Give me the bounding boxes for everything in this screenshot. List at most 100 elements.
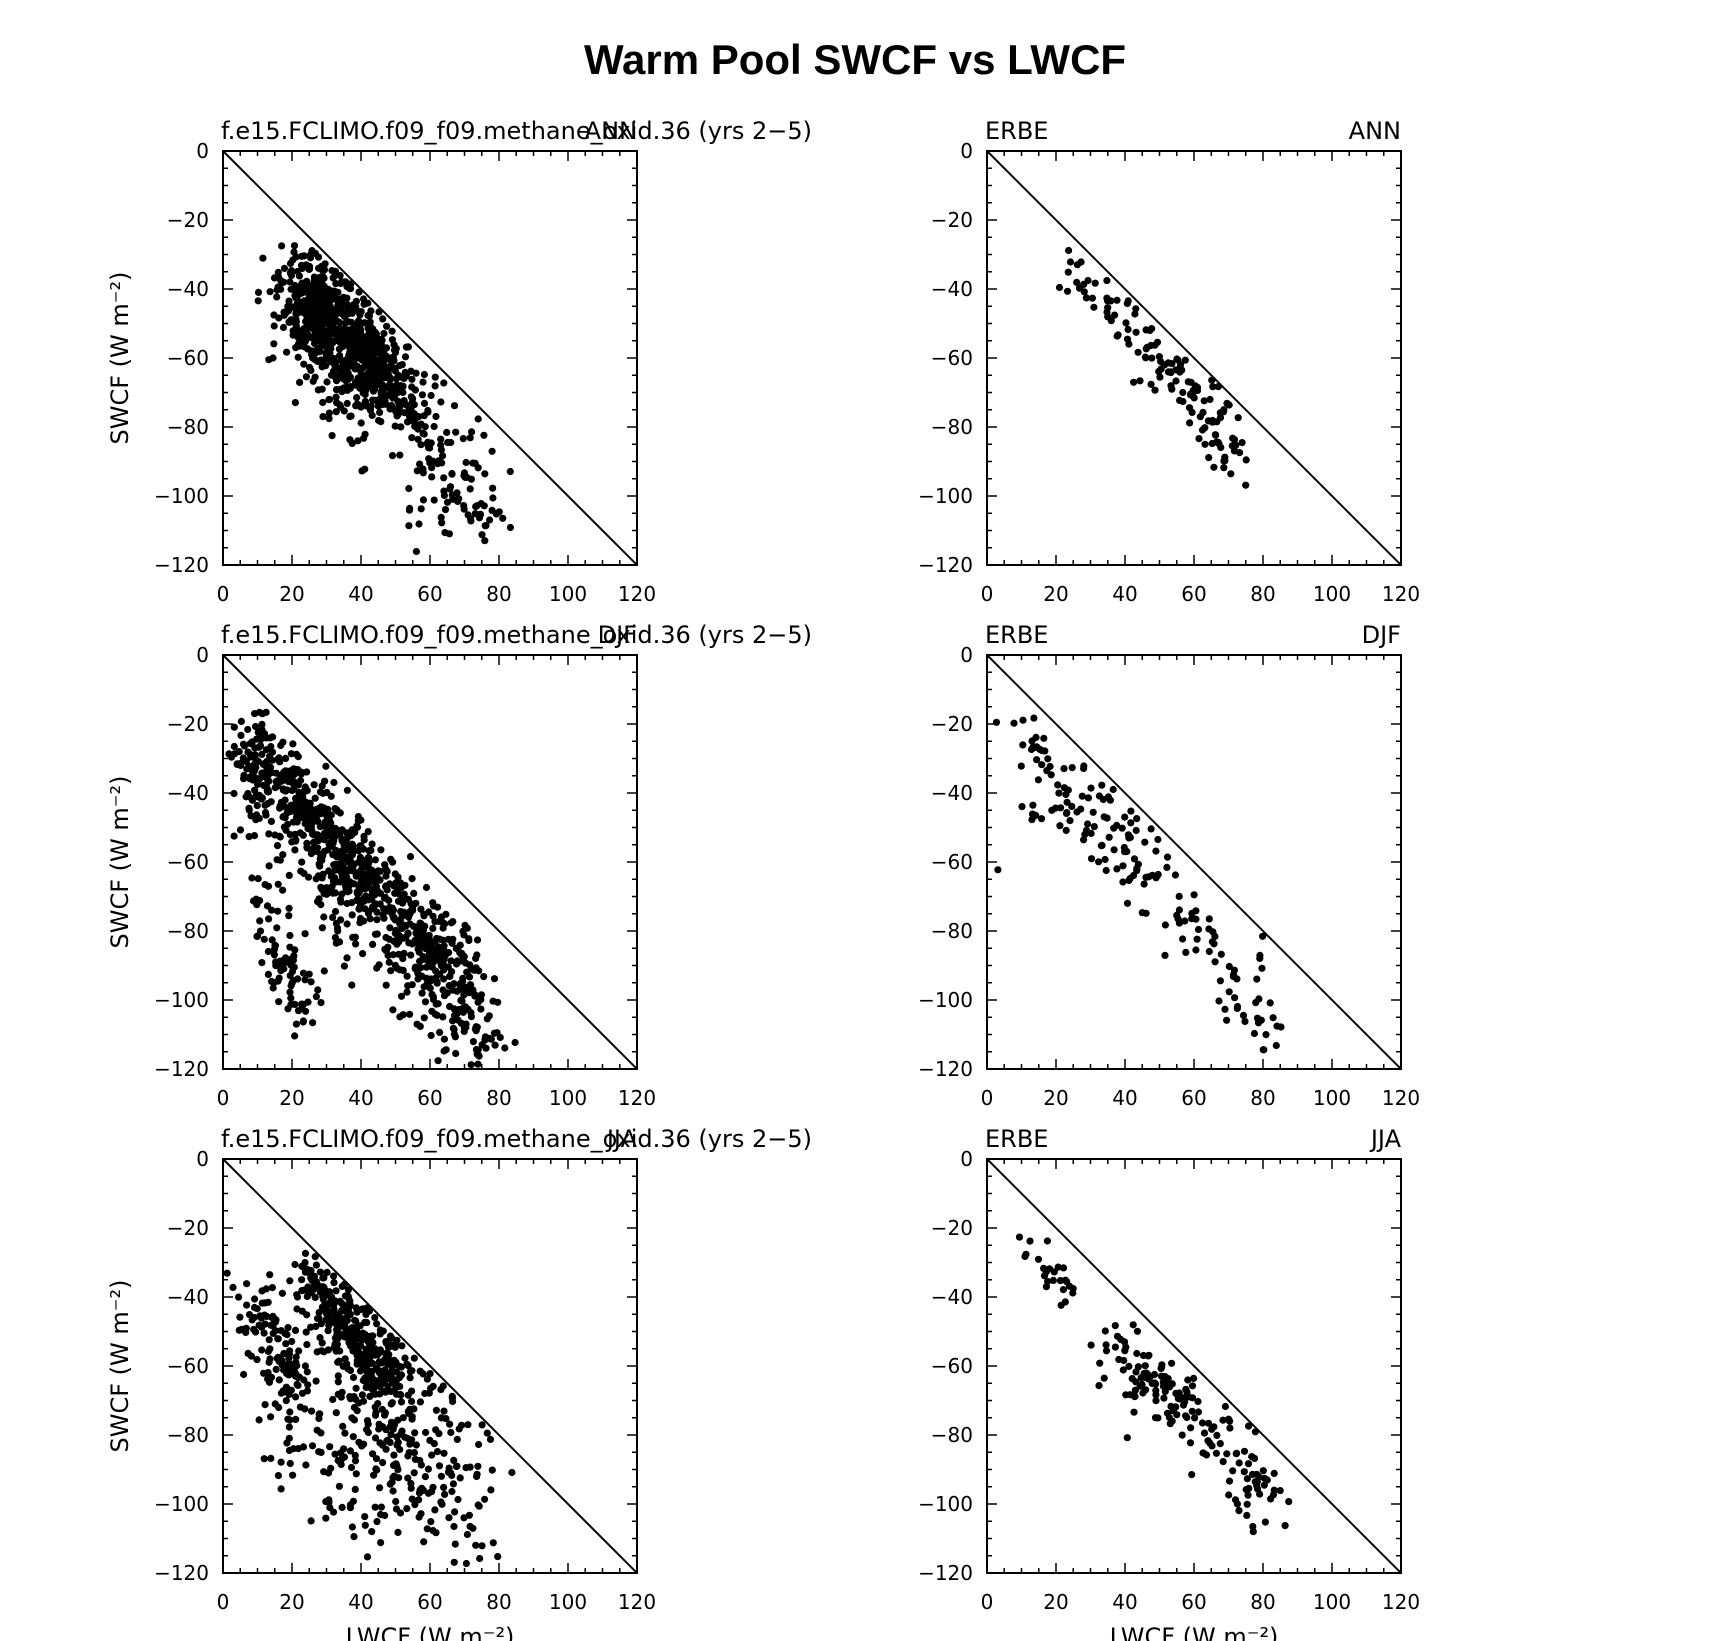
scatter-point — [322, 762, 330, 770]
scatter-point — [351, 1485, 359, 1493]
scatter-point — [1095, 858, 1103, 866]
scatter-point — [260, 1455, 268, 1463]
scatter-point — [430, 422, 438, 431]
scatter-point — [243, 1301, 251, 1309]
scatter-point — [1208, 376, 1216, 384]
scatter-point — [481, 1036, 489, 1044]
x-tick-label: 80 — [486, 1086, 511, 1110]
scatter-point — [373, 916, 381, 924]
scatter-point — [240, 742, 249, 750]
scatter-point — [452, 1049, 460, 1058]
scatter-point — [318, 385, 326, 393]
x-tick-label: 100 — [549, 1086, 587, 1110]
scatter-point — [295, 1347, 303, 1355]
scatter-point — [366, 884, 374, 892]
scatter-point — [1235, 1507, 1243, 1515]
scatter-point — [392, 1341, 400, 1349]
scatter-point — [1073, 808, 1081, 816]
y-tick-label: 0 — [960, 139, 973, 163]
scatter-point — [307, 285, 315, 293]
scatter-point — [268, 936, 276, 944]
scatter-point — [1154, 1414, 1162, 1422]
scatter-point — [440, 1483, 448, 1491]
scatter-point — [1179, 935, 1187, 943]
scatter-point — [1240, 1447, 1249, 1455]
scatter-point — [310, 1273, 318, 1281]
scatter-point — [377, 1510, 385, 1519]
scatter-point — [467, 1009, 475, 1017]
scatter-point — [416, 957, 424, 965]
y-tick-label: −60 — [931, 850, 973, 874]
scatter-point — [1111, 311, 1119, 319]
scatter-point — [343, 844, 351, 852]
scatter-point — [437, 913, 446, 921]
scatter-point — [314, 986, 322, 994]
scatter-point — [1212, 1449, 1220, 1457]
scatter-point — [316, 1268, 324, 1276]
scatter-point — [1225, 401, 1233, 409]
scatter-point — [376, 867, 384, 875]
scatter-point — [307, 1517, 315, 1525]
scatter-point — [388, 336, 396, 344]
scatter-point — [1147, 380, 1155, 388]
scatter-point — [307, 978, 315, 986]
scatter-point — [1040, 734, 1048, 742]
scatter-point — [1048, 806, 1056, 814]
y-tick-label: −120 — [918, 1057, 973, 1081]
scatter-point — [267, 798, 275, 806]
scatter-point — [293, 1380, 301, 1388]
scatter-point — [415, 1496, 423, 1504]
scatter-point — [1122, 319, 1130, 327]
scatter-point — [376, 1383, 384, 1391]
scatter-point — [1068, 802, 1076, 811]
x-tick-label: 100 — [1313, 582, 1351, 606]
scatter-point — [490, 1029, 498, 1037]
scatter-point — [1105, 833, 1113, 841]
y-tick-label: −60 — [167, 850, 209, 874]
scatter-point — [269, 354, 277, 362]
scatter-point — [292, 293, 300, 301]
scatter-point — [463, 1530, 471, 1539]
scatter-point — [1198, 1419, 1207, 1427]
scatter-point — [1178, 1431, 1186, 1439]
scatter-point — [272, 962, 280, 970]
scatter-point — [273, 293, 281, 301]
scatter-point — [394, 1438, 402, 1446]
scatter-point — [329, 338, 338, 346]
scatter-point — [237, 761, 245, 770]
scatter-point — [311, 794, 319, 802]
scatter-point — [319, 413, 327, 421]
scatter-point — [1062, 809, 1071, 818]
scatter-point — [1189, 386, 1197, 394]
scatter-point — [1130, 855, 1139, 863]
panel-right-label: ANN — [585, 117, 637, 145]
scatter-point — [1080, 762, 1088, 770]
scatter-point — [371, 1411, 380, 1419]
scatter-point — [290, 952, 298, 960]
scatter-point — [306, 799, 314, 807]
scatter-point — [465, 936, 473, 945]
scatter-point — [296, 807, 304, 815]
scatter-point — [264, 947, 272, 956]
scatter-point — [437, 513, 445, 522]
x-tick-label: 60 — [1181, 1590, 1206, 1614]
scatter-point — [332, 386, 341, 394]
scatter-point — [303, 313, 311, 321]
scatter-point — [349, 1497, 357, 1505]
x-tick-label: 120 — [1382, 1086, 1420, 1110]
scatter-point — [299, 1018, 307, 1026]
scatter-point — [1188, 1382, 1197, 1390]
figure-title: Warm Pool SWCF vs LWCF — [584, 36, 1126, 83]
scatter-point — [262, 708, 270, 716]
scatter-point — [467, 986, 475, 994]
scatter-point — [267, 769, 276, 777]
scatter-point — [418, 972, 426, 980]
scatter-point — [237, 717, 245, 726]
scatter-point — [335, 1357, 343, 1365]
scatter-point — [332, 939, 340, 947]
scatter-point — [361, 319, 369, 327]
scatter-point — [1104, 313, 1112, 321]
scatter-point — [325, 826, 334, 834]
scatter-point — [1245, 1484, 1253, 1492]
x-tick-label: 80 — [1250, 1590, 1275, 1614]
